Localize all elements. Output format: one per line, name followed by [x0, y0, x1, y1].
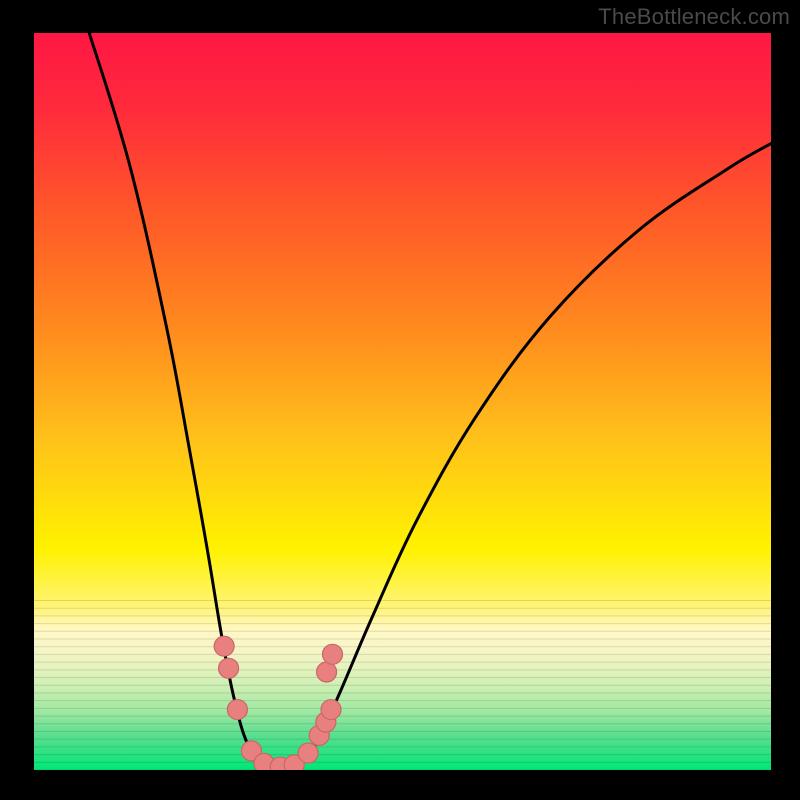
data-marker [214, 636, 234, 656]
chart-stage: TheBottleneck.com [0, 0, 800, 800]
watermark-text: TheBottleneck.com [598, 4, 790, 30]
data-marker [321, 700, 341, 720]
data-marker [219, 658, 239, 678]
gradient-plot-area [34, 33, 771, 770]
chart-svg [0, 0, 800, 800]
data-marker [317, 662, 337, 682]
data-marker [322, 644, 342, 664]
data-marker [227, 700, 247, 720]
data-marker [298, 743, 318, 763]
